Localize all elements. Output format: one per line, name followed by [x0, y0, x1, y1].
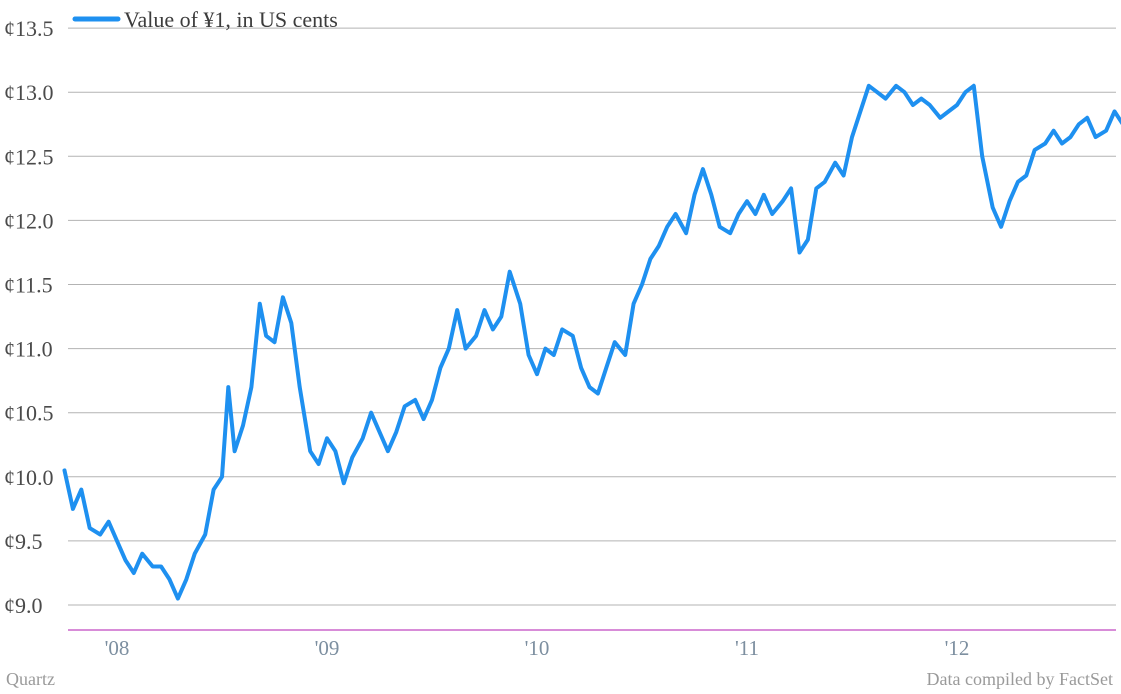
legend-label: Value of ¥1, in US cents: [124, 7, 338, 32]
y-axis-tick-labels: ¢13.5 ¢13.0 ¢12.5 ¢12.0 ¢11.5 ¢11.0 ¢10.5 ¢10.0…: [4, 16, 54, 618]
y-tick-label: ¢9.0: [4, 593, 43, 618]
y-tick-label: ¢13.0: [4, 80, 54, 105]
y-tick-label: ¢11.0: [4, 337, 53, 362]
x-tick-label: '08: [105, 636, 130, 660]
x-tick-label: '10: [525, 636, 550, 660]
x-tick-label: '11: [735, 636, 759, 660]
gridlines: [68, 27, 1116, 606]
legend: Value of ¥1, in US cents: [72, 7, 338, 32]
y-tick-label: ¢10.0: [4, 465, 54, 490]
y-tick-label: ¢12.5: [4, 144, 54, 169]
y-tick-label: ¢11.5: [4, 273, 53, 298]
y-tick-label: ¢10.5: [4, 401, 54, 426]
y-tick-label: ¢12.0: [4, 208, 54, 233]
y-tick-label: ¢9.5: [4, 529, 43, 554]
y-tick-label: ¢13.5: [4, 16, 54, 41]
x-axis-tick-labels: '08 '09 '10 '11 '12: [105, 636, 970, 660]
x-tick-label: '09: [315, 636, 340, 660]
credit-right: Data compiled by FactSet: [926, 669, 1113, 689]
x-tick-label: '12: [945, 636, 970, 660]
credit-left: Quartz: [6, 669, 55, 689]
series-line-yen-value: [62, 83, 1121, 601]
